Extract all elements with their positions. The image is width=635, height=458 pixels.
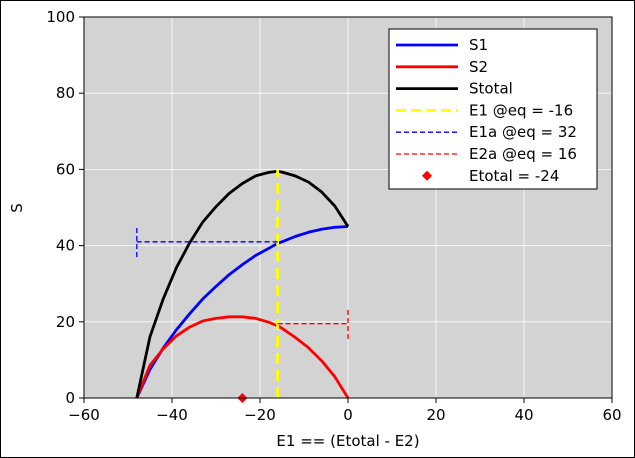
x-tick-label: 0 [343, 406, 353, 424]
y-axis-label: S [8, 203, 26, 213]
axis-ticks: −60 −40 −20 0 20 40 60 0 20 40 60 80 100 [46, 8, 621, 424]
x-tick-label: −40 [156, 406, 188, 424]
y-tick-label: 0 [65, 389, 75, 407]
x-tick-label: −20 [244, 406, 276, 424]
y-tick-label: 60 [56, 160, 75, 178]
legend-label: S2 [469, 58, 488, 76]
y-tick-label: 80 [56, 84, 75, 102]
y-tick-label: 40 [56, 237, 75, 255]
legend: S1 S2 Stotal E1 @eq = -16 E1a @eq = 32 E2a @e… [388, 28, 598, 190]
series-layer [135, 169, 350, 399]
series-stotal-line [135, 169, 350, 399]
legend-label: E1 @eq = -16 [469, 101, 573, 119]
legend-box [388, 28, 598, 190]
legend-label: S1 [469, 36, 488, 54]
legend-label: Etotal = -24 [469, 167, 559, 185]
x-tick-label: −60 [68, 406, 100, 424]
x-tick-label: 40 [514, 406, 533, 424]
y-tick-label: 100 [46, 8, 75, 26]
x-tick-label: 20 [426, 406, 445, 424]
x-tick-label: 60 [602, 406, 621, 424]
series-s1-line [135, 225, 349, 399]
legend-label: E2a @eq = 16 [469, 145, 577, 163]
y-tick-label: 20 [56, 313, 75, 331]
legend-label: E1a @eq = 32 [469, 123, 577, 141]
reference-lines [136, 169, 349, 398]
x-axis-label: E1 == (Etotal - E2) [276, 432, 419, 450]
legend-swatch [422, 170, 432, 181]
series-s2-line [135, 315, 350, 399]
legend-label: Stotal [469, 80, 513, 98]
